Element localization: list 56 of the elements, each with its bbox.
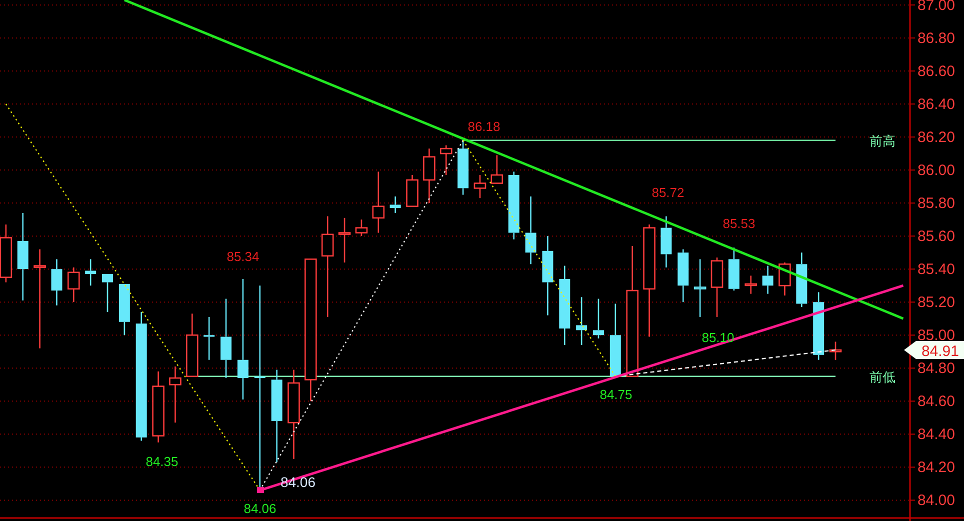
- y-tick-label: 86.40: [917, 96, 955, 113]
- candlestick: [744, 275, 758, 294]
- candlestick: [338, 217, 351, 264]
- y-tick-label: 85.20: [917, 294, 955, 312]
- y-tick-label: 85.40: [917, 261, 955, 278]
- candlestick: [51, 258, 62, 306]
- text: 84.91: [921, 343, 959, 360]
- annotation: 84.35: [146, 454, 178, 469]
- annotation: 85.10: [702, 330, 734, 345]
- candlestick: [204, 316, 215, 361]
- candlestick: [762, 265, 774, 294]
- candlestick: [390, 196, 401, 214]
- candlestick: [321, 216, 334, 318]
- y-tick-label: 84.00: [917, 492, 955, 510]
- candlestick: [660, 216, 672, 268]
- y-tick-label: 84.40: [917, 426, 955, 444]
- y-tick-label: 84.60: [917, 393, 955, 410]
- candlestick: [85, 258, 96, 286]
- candlestick: [169, 366, 182, 424]
- candlestick: [508, 171, 520, 240]
- y-tick-label: 86.80: [917, 30, 955, 47]
- candlestick: [576, 296, 588, 346]
- annotation: 84.75: [600, 387, 632, 402]
- annotation: 86.18: [468, 119, 500, 134]
- candlestick: [372, 171, 385, 234]
- ref-line-label: 前高: [870, 133, 896, 148]
- candlestick: [525, 196, 536, 265]
- candlestick: [542, 235, 554, 316]
- y-tick-label: 84.20: [917, 459, 955, 476]
- candlestick: [136, 311, 147, 442]
- ref-line-label: 前低: [870, 369, 896, 384]
- candlestick: [796, 252, 808, 308]
- annotation: 85.34: [226, 249, 260, 264]
- y-tick-label: 86.00: [917, 162, 955, 180]
- candlestick: [237, 278, 248, 400]
- annotation: 84.06: [244, 501, 276, 516]
- candlestick: [34, 248, 46, 349]
- y-tick-label: 85.80: [917, 195, 955, 212]
- candlestick: [678, 248, 689, 303]
- annotation: 85.72: [652, 185, 684, 200]
- y-tick-label: 85.00: [917, 327, 955, 344]
- annotation: 84.06: [280, 474, 316, 490]
- candlestick: [220, 298, 232, 379]
- candlestick: [271, 369, 282, 463]
- candlestick: [67, 266, 80, 303]
- y-tick-label: 86.20: [917, 129, 955, 146]
- y-tick-label: 86.60: [917, 62, 955, 80]
- annotation: 85.53: [722, 216, 756, 231]
- y-tick-label: 84.80: [917, 360, 955, 378]
- candlestick: [152, 370, 164, 444]
- candlestick: [17, 212, 28, 302]
- candlestick: [694, 258, 706, 318]
- candlestick: [559, 265, 570, 346]
- candlestick: [423, 148, 436, 204]
- candlestick: [288, 369, 300, 460]
- y-tick-label: 85.60: [917, 228, 955, 246]
